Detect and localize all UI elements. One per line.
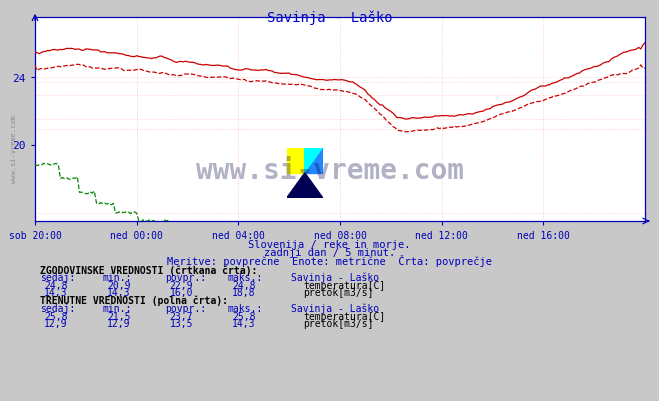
Text: 20,9: 20,9 — [107, 280, 130, 290]
Text: Slovenija / reke in morje.: Slovenija / reke in morje. — [248, 240, 411, 249]
Text: Savinja - Laško: Savinja - Laško — [291, 272, 380, 283]
Text: 18,8: 18,8 — [232, 288, 256, 298]
Text: maks.:: maks.: — [227, 273, 262, 282]
Text: 24,8: 24,8 — [44, 280, 68, 290]
Text: 13,5: 13,5 — [169, 319, 193, 328]
Text: maks.:: maks.: — [227, 303, 262, 313]
Text: www.si-vreme.com: www.si-vreme.com — [11, 114, 18, 182]
Text: ZGODOVINSKE VREDNOSTI (črtkana črta):: ZGODOVINSKE VREDNOSTI (črtkana črta): — [40, 265, 257, 275]
Text: sedaj:: sedaj: — [40, 303, 74, 313]
Text: 25,8: 25,8 — [44, 311, 68, 321]
Text: temperatura[C]: temperatura[C] — [303, 280, 386, 290]
Text: 24,8: 24,8 — [232, 280, 256, 290]
Text: 14,3: 14,3 — [232, 319, 256, 328]
Text: TRENUTNE VREDNOSTI (polna črta):: TRENUTNE VREDNOSTI (polna črta): — [40, 295, 227, 306]
Text: Savinja - Laško: Savinja - Laško — [267, 11, 392, 25]
Bar — [287, 148, 304, 173]
Polygon shape — [287, 173, 323, 198]
Text: 12,9: 12,9 — [44, 319, 68, 328]
Polygon shape — [304, 148, 323, 173]
Text: 14,3: 14,3 — [44, 288, 68, 298]
Text: povpr.:: povpr.: — [165, 303, 206, 313]
Text: zadnji dan / 5 minut.: zadnji dan / 5 minut. — [264, 248, 395, 257]
Text: 25,8: 25,8 — [232, 311, 256, 321]
Text: pretok[m3/s]: pretok[m3/s] — [303, 288, 374, 298]
Text: temperatura[C]: temperatura[C] — [303, 311, 386, 321]
Text: www.si-vreme.com: www.si-vreme.com — [196, 156, 463, 184]
Text: Meritve: povprečne  Enote: metrične  Črta: povprečje: Meritve: povprečne Enote: metrične Črta:… — [167, 255, 492, 267]
Text: 14,3: 14,3 — [107, 288, 130, 298]
Text: 22,9: 22,9 — [169, 280, 193, 290]
Text: 21,5: 21,5 — [107, 311, 130, 321]
Text: min.:: min.: — [102, 303, 132, 313]
Text: povpr.:: povpr.: — [165, 273, 206, 282]
Text: 12,9: 12,9 — [107, 319, 130, 328]
Text: pretok[m3/s]: pretok[m3/s] — [303, 319, 374, 328]
Text: sedaj:: sedaj: — [40, 273, 74, 282]
Text: 23,7: 23,7 — [169, 311, 193, 321]
Polygon shape — [304, 148, 323, 173]
Text: Savinja - Laško: Savinja - Laško — [291, 303, 380, 313]
Text: 16,0: 16,0 — [169, 288, 193, 298]
Text: min.:: min.: — [102, 273, 132, 282]
